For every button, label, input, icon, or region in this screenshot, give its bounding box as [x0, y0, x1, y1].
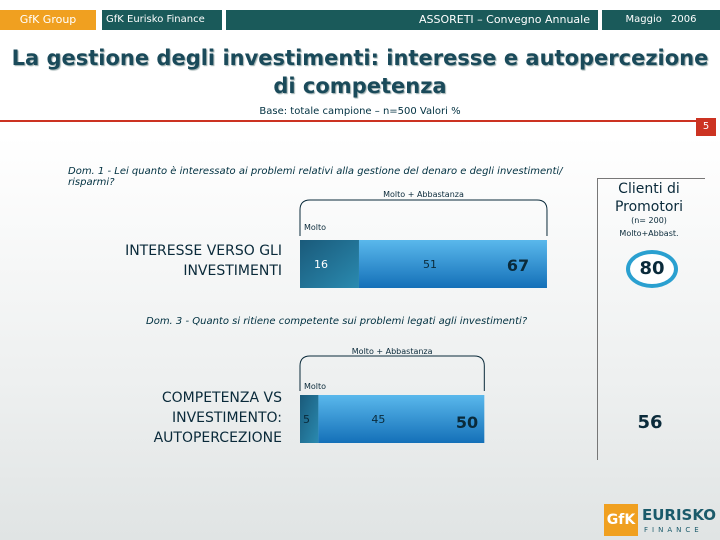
- clienti-sample-size: (n= 200): [631, 216, 667, 225]
- clienti-title: Clienti di Promotori: [614, 181, 684, 215]
- bracket-molto-label-1: Molto: [304, 382, 326, 391]
- bar-label-abbastanza-1: 45: [371, 413, 385, 426]
- bar-label-abbastanza-0: 51: [423, 258, 437, 271]
- row-label-competenza: COMPETENZA VS INVESTIMENTO: AUTOPERCEZIO…: [153, 390, 282, 446]
- bar-abbastanza-0: [358, 240, 547, 288]
- bracket-total-label-0: Molto + Abbastanza: [383, 190, 464, 199]
- date-label: Maggio 2006: [602, 10, 720, 30]
- clienti-column-top-line: [597, 178, 705, 179]
- gfk-eurisko-logo: GfK EURISKO FINANCE: [604, 504, 716, 536]
- base-note: Base: totale campione – n=500 Valori %: [259, 106, 461, 117]
- page-title: La gestione degli investimenti: interess…: [11, 46, 709, 98]
- finance-logo-text: FINANCE: [644, 526, 703, 534]
- row-label-interesse: INTERESSE VERSO GLI INVESTIMENTI: [125, 243, 282, 279]
- bracket-total-label-1: Molto + Abbastanza: [352, 347, 433, 356]
- bracket-molto-label-0: Molto: [304, 223, 326, 232]
- eurisko-finance-label: GfK Eurisko Finance: [102, 10, 222, 30]
- bar-label-molto-1: 5: [303, 413, 310, 426]
- clienti-column-divider: [597, 178, 598, 460]
- event-label: ASSORETI – Convegno Annuale: [226, 10, 598, 30]
- page-number: 5: [696, 118, 716, 136]
- question-1: Dom. 1 - Lei quanto è interessato ai pro…: [68, 166, 563, 188]
- content-panel: [0, 136, 720, 540]
- total-value-0: 67: [507, 256, 529, 275]
- clienti-subtitle: Molto+Abbast.: [619, 229, 679, 238]
- bracket-total-0: [299, 199, 548, 236]
- divider-line: [0, 120, 714, 122]
- bar-molto-0: [300, 240, 359, 288]
- header-bar: GfK Group GfK Eurisko Finance ASSORETI –…: [0, 0, 720, 40]
- bar-label-molto-0: 16: [314, 258, 328, 271]
- bar-molto-1: [300, 395, 319, 443]
- clienti-value-interesse: 80: [626, 250, 678, 288]
- bracket-total-1: [299, 355, 485, 391]
- total-value-1: 50: [456, 413, 478, 432]
- eurisko-logo-text: EURISKO: [642, 506, 717, 524]
- gfk-group-label: GfK Group: [0, 10, 96, 30]
- bar-abbastanza-1: [318, 395, 485, 443]
- question-2: Dom. 3 - Quanto si ritiene competente su…: [146, 316, 528, 327]
- gfk-logo-mark: GfK: [604, 504, 638, 536]
- clienti-value-competenza: 56: [637, 412, 663, 433]
